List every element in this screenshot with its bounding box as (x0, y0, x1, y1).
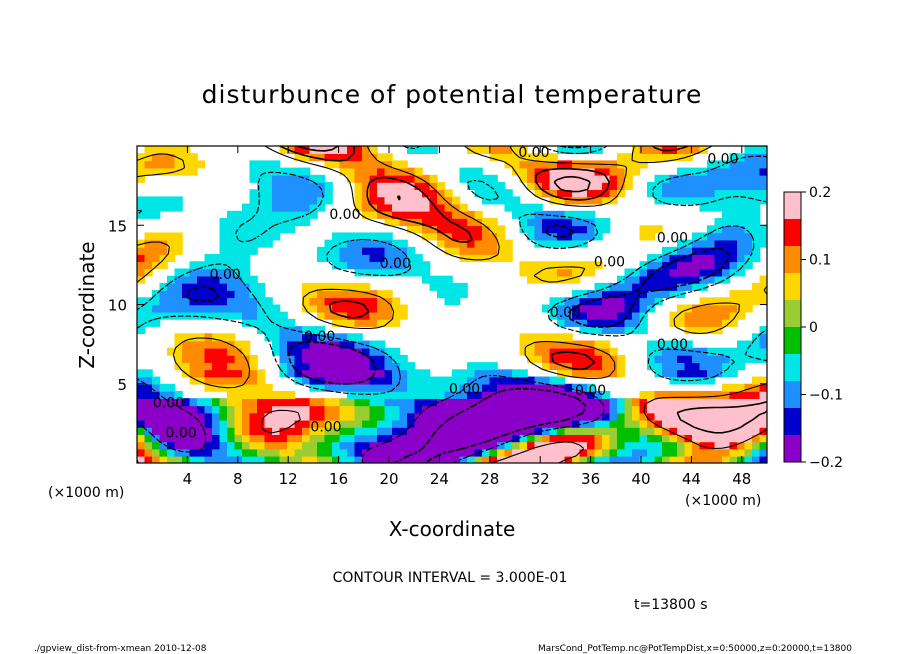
y-tick-label: 10 (108, 297, 127, 315)
contour-label: 0.00 (166, 426, 197, 442)
colorbar-tick-label: −0.1 (809, 388, 843, 404)
colorbar-tick-label: 0 (809, 320, 818, 336)
x-tick-label: 32 (531, 470, 550, 488)
contour-lines (137, 146, 767, 463)
x-tick-label: 20 (379, 470, 398, 488)
x-tick-label: 24 (430, 470, 449, 488)
x-tick-label: 8 (233, 470, 243, 488)
colorbar-band (784, 273, 801, 301)
y-axis: 5 10 15 (108, 217, 767, 394)
colorbar-tick-label: 0.2 (809, 185, 831, 201)
colorbar-band (784, 354, 801, 382)
colorbar: 0.2 0.1 0 −0.1 −0.2 (783, 185, 843, 471)
footer-right: MarsCond_PotTemp.nc@PotTempDist,x=0:5000… (538, 644, 852, 654)
contour-line (279, 146, 767, 434)
x-tick-label: 12 (279, 470, 298, 488)
contour-label: 0.00 (518, 145, 549, 161)
contour-label: 0.00 (707, 151, 738, 167)
x-unit-right: (×1000 m) (685, 493, 761, 509)
time-text: t=13800 s (634, 597, 708, 613)
x-axis: 4 8 12 16 20 24 28 32 36 40 44 48 (183, 146, 751, 488)
colorbar-band (784, 327, 801, 355)
contour-label: 0.00 (310, 419, 341, 435)
contour-label: 0.00 (575, 383, 606, 399)
colorbar-tick-label: −0.2 (809, 455, 843, 471)
contour-label: 0.00 (380, 256, 411, 272)
x-tick-label: 16 (329, 470, 348, 488)
contour-interval-text: CONTOUR INTERVAL = 3.000E-01 (333, 570, 568, 586)
contour-label: 0.00 (550, 305, 581, 321)
x-tick-label: 48 (732, 470, 751, 488)
contour-label: 0.00 (304, 329, 335, 345)
x-tick-label: 36 (581, 470, 600, 488)
x-axis-label: X-coordinate (389, 517, 516, 541)
colorbar-band (784, 192, 801, 220)
y-tick-label: 15 (108, 217, 127, 235)
x-unit-left: (×1000 m) (48, 485, 124, 501)
colorbar-band (784, 219, 801, 247)
contour-line (296, 146, 591, 201)
colorbar-band (784, 381, 801, 409)
contour-line (186, 146, 730, 463)
x-tick-label: 28 (480, 470, 499, 488)
contour-label: 0.00 (657, 337, 688, 353)
colorbar-band (784, 246, 801, 274)
colorbar-band (784, 300, 801, 328)
contour-label: 0.00 (449, 381, 480, 397)
colorbar-band (784, 435, 801, 463)
footer-left: ./gpview_dist-from-xmean 2010-12-08 (34, 644, 207, 654)
contour-labels: 0.00 0.00 0.00 0.00 0.00 0.00 0.00 0.00 0.00 0.00… (153, 145, 739, 442)
contour-label: 0.00 (657, 231, 688, 247)
y-tick-label: 5 (117, 376, 127, 394)
colorbar-tick-label: 0.1 (809, 253, 831, 269)
contour-label: 0.00 (594, 254, 625, 270)
contour-label: 0.00 (329, 207, 360, 223)
contour-label: 0.00 (153, 396, 184, 412)
plot-area: 0.00 0.00 0.00 0.00 0.00 0.00 0.00 0.00 0.00 0.00… (136, 145, 768, 464)
contour-line (137, 146, 767, 463)
x-tick-label: 4 (183, 470, 193, 488)
y-axis-label: Z-coordinate (75, 241, 99, 368)
x-tick-label: 44 (682, 470, 701, 488)
contour-label: 0.00 (210, 267, 241, 283)
colorbar-band (784, 408, 801, 436)
x-tick-label: 40 (631, 470, 650, 488)
chart-title: disturbunce of potential temperature (202, 80, 703, 109)
contour-line (137, 146, 767, 463)
